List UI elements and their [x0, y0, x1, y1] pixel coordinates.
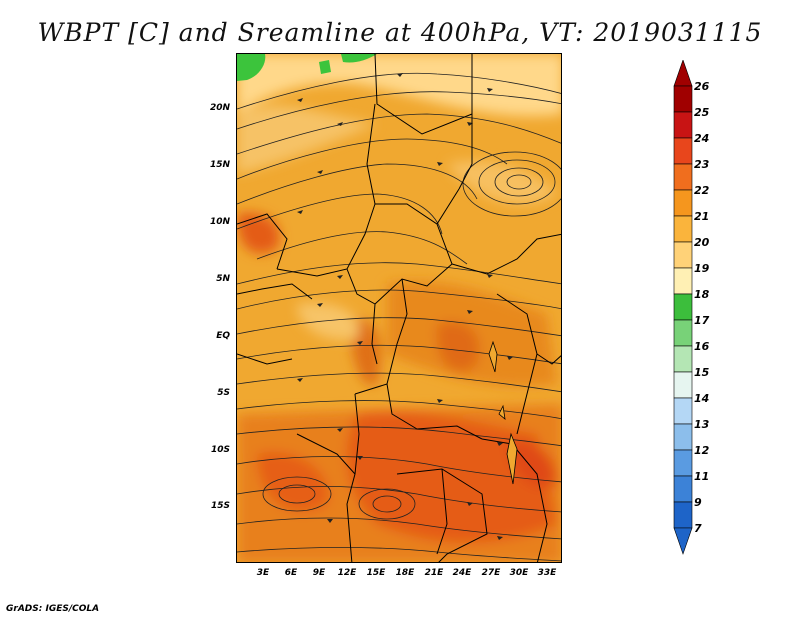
streamlines [237, 72, 561, 562]
lat-label: 15S [210, 501, 230, 511]
map-canvas [237, 54, 561, 562]
colorbar-label: 15 [694, 366, 710, 379]
colorbar-label: 26 [694, 80, 710, 93]
lake-outlines [488, 340, 518, 485]
colorbar-swatch [673, 475, 693, 503]
lat-label: EQ [216, 331, 230, 341]
colorbar-label: 25 [694, 106, 710, 119]
colorbar-label: 22 [694, 184, 710, 197]
country-borders [237, 54, 561, 562]
stream-arrows [297, 73, 513, 540]
colorbar [673, 60, 693, 555]
colorbar-label: 7 [694, 522, 702, 535]
lat-label: 10N [209, 217, 230, 227]
colorbar-swatch [673, 85, 693, 113]
colorbar-label: 13 [694, 418, 710, 431]
colorbar-swatch [673, 345, 693, 373]
lon-label: 27E [481, 568, 501, 578]
colorbar-swatch [673, 397, 693, 425]
colorbar-swatch [673, 163, 693, 191]
colorbar-label: 9 [694, 496, 702, 509]
lat-label: 5N [216, 274, 230, 284]
colorbar-label: 24 [694, 132, 710, 145]
footer-credit: GrADS: IGES/COLA [6, 604, 100, 614]
colorbar-label: 18 [694, 288, 710, 301]
colorbar-label: 21 [694, 210, 710, 223]
colorbar-swatch [673, 267, 693, 295]
lon-label: 9E [312, 568, 326, 578]
map-panel [236, 53, 562, 563]
colorbar-swatch [673, 189, 693, 217]
colorbar-swatch [673, 501, 693, 529]
lon-label: 18E [395, 568, 415, 578]
lat-label: 10S [210, 445, 230, 455]
colorbar-bottom-arrow [673, 527, 693, 555]
colorbar-label: 12 [694, 444, 710, 457]
colorbar-swatch [673, 293, 693, 321]
lon-label: 30E [509, 568, 529, 578]
colorbar-swatches [673, 60, 693, 555]
colorbar-swatch [673, 137, 693, 165]
colorbar-swatch [673, 423, 693, 451]
colorbar-swatch [673, 319, 693, 347]
colorbar-label: 16 [694, 340, 710, 353]
colorbar-swatch [673, 215, 693, 243]
lon-label: 3E [256, 568, 270, 578]
colorbar-swatch [673, 371, 693, 399]
colorbar-label: 20 [694, 236, 710, 249]
lat-label: 5S [217, 388, 230, 398]
colorbar-label: 17 [694, 314, 710, 327]
colorbar-label: 14 [694, 392, 710, 405]
colorbar-label: 19 [694, 262, 710, 275]
lat-label: 15N [209, 160, 230, 170]
colorbar-top-arrow [673, 60, 693, 87]
lon-label: 12E [337, 568, 357, 578]
colorbar-swatch [673, 241, 693, 269]
lon-label: 21E [424, 568, 444, 578]
lon-label: 33E [537, 568, 557, 578]
lat-label: 20N [209, 103, 230, 113]
chart-title: WBPT [C] and Sreamline at 400hPa, VT: 20… [37, 18, 763, 47]
colorbar-swatch [673, 449, 693, 477]
lon-label: 24E [452, 568, 472, 578]
colorbar-label: 11 [694, 470, 710, 483]
lon-label: 6E [284, 568, 298, 578]
lon-label: 15E [366, 568, 386, 578]
colorbar-swatch [673, 111, 693, 139]
colorbar-label: 23 [694, 158, 710, 171]
